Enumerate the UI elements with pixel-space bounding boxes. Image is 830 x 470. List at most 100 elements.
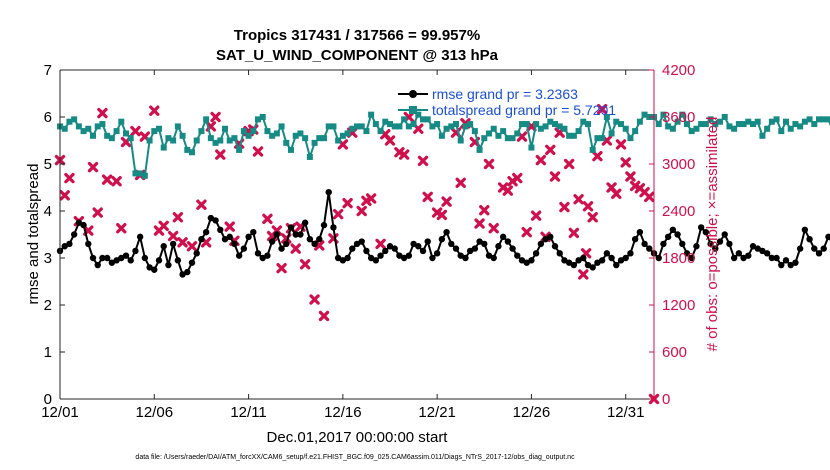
rmse-point: [490, 254, 497, 262]
totalspread-point: [283, 139, 290, 146]
obs-marker: [474, 218, 485, 229]
obs-marker: [441, 196, 452, 207]
rmse-point: [664, 233, 672, 241]
obs-marker: [172, 212, 184, 223]
obs-marker-stroke: [596, 103, 608, 115]
obs-marker: [596, 103, 608, 115]
y2-tick-label: 1200: [662, 297, 695, 314]
obs-marker-stroke: [153, 225, 165, 236]
rmse-point: [660, 240, 667, 248]
obs-marker-stroke: [535, 154, 547, 166]
obs-marker: [521, 226, 532, 238]
totalspread-point: [608, 130, 615, 137]
totalspread-point: [570, 132, 577, 139]
totalspread-point: [198, 128, 205, 135]
totalspread-point: [75, 123, 82, 130]
rmse-point: [316, 236, 323, 243]
totalspread-point: [113, 128, 120, 135]
obs-marker-stroke: [328, 233, 339, 244]
rmse-point: [702, 228, 710, 236]
obs-marker: [625, 171, 636, 182]
totalspread-point: [174, 123, 181, 130]
obs-marker: [398, 149, 410, 160]
rmse-point: [457, 252, 464, 259]
rmse-point: [754, 245, 761, 252]
totalspread-point: [726, 123, 733, 130]
rmse-point: [697, 224, 705, 231]
totalspread-point: [264, 128, 271, 135]
rmse-point: [688, 254, 695, 262]
x-tick-label: 12/11: [230, 404, 266, 421]
obs-marker: [563, 158, 575, 170]
tick-layer: 12/01 12/06 12/11 12/16 12/21 12/26 12/31 0 1 2 3 4…: [41, 62, 695, 421]
obs-marker-stroke: [356, 205, 367, 217]
obs-marker-stroke: [200, 237, 212, 248]
rmse-point: [169, 240, 177, 248]
rmse-point: [721, 231, 728, 238]
rmse-point: [570, 261, 578, 269]
totalspread-point: [212, 139, 219, 146]
obs-marker: [167, 230, 179, 242]
totalspread-point: [509, 135, 516, 142]
totalspread-point: [783, 118, 789, 125]
totalspread-point: [306, 153, 313, 160]
rmse-point: [547, 233, 554, 241]
rmse-point: [782, 257, 790, 264]
rmse-point: [504, 238, 512, 245]
obs-marker-stroke: [615, 139, 627, 150]
totalspread-point: [688, 128, 695, 135]
x-tick-label: 12/16: [324, 404, 362, 421]
totalspread-point: [792, 121, 799, 128]
obs-marker-stroke: [276, 262, 287, 274]
totalspread-point: [660, 111, 667, 118]
rmse-point: [471, 245, 479, 252]
totalspread-point: [679, 111, 686, 118]
rmse-point: [292, 231, 299, 238]
obs-marker: [502, 185, 514, 196]
rmse-point: [646, 245, 653, 252]
totalspread-point: [787, 125, 794, 132]
totalspread-point: [613, 118, 620, 125]
totalspread-point: [222, 125, 228, 132]
legend-rmse-label: rmse grand pr = 3.2363: [432, 86, 578, 102]
totalspread-point: [684, 121, 690, 128]
totalspread-point: [245, 132, 252, 139]
rmse-point: [429, 254, 436, 262]
obs-marker-stroke: [578, 269, 589, 280]
rmse-point: [438, 236, 446, 243]
obs-marker-stroke: [634, 183, 646, 194]
rmse-point: [627, 250, 634, 257]
rmse-point: [669, 226, 677, 233]
obs-marker-stroke: [436, 209, 448, 221]
rmse-point: [792, 259, 799, 266]
rmse-point: [415, 243, 422, 250]
y-tick-label: 2: [44, 297, 52, 314]
totalspread-point: [669, 125, 676, 132]
totalspread-point: [693, 125, 700, 132]
totalspread-point: [255, 116, 261, 123]
totalspread-point: [528, 144, 535, 151]
totalspread-point: [321, 135, 327, 142]
x-axis-label: Dec.01,2017 00:00:00 start: [267, 429, 449, 446]
rmse-point: [749, 243, 757, 250]
obs-marker-stroke: [224, 221, 235, 232]
obs-marker-stroke: [620, 157, 631, 168]
obs-marker-stroke: [625, 171, 636, 182]
totalspread-point: [735, 121, 742, 128]
rmse-point: [151, 266, 158, 273]
totalspread-point: [731, 125, 738, 132]
rmse-point: [575, 257, 582, 264]
rmse-point: [99, 254, 106, 262]
totalspread-point: [99, 121, 106, 128]
y-axis-label: rmse and totalspread: [25, 164, 42, 305]
totalspread-point: [811, 121, 818, 128]
rmse-point: [339, 257, 347, 264]
obs-marker: [644, 191, 655, 203]
y-tick-label: 5: [44, 156, 52, 173]
totalspread-point: [141, 172, 148, 179]
totalspread-point: [401, 116, 408, 123]
totalspread-point: [622, 125, 629, 132]
totalspread-point: [207, 135, 214, 142]
totalspread-point: [467, 121, 474, 128]
